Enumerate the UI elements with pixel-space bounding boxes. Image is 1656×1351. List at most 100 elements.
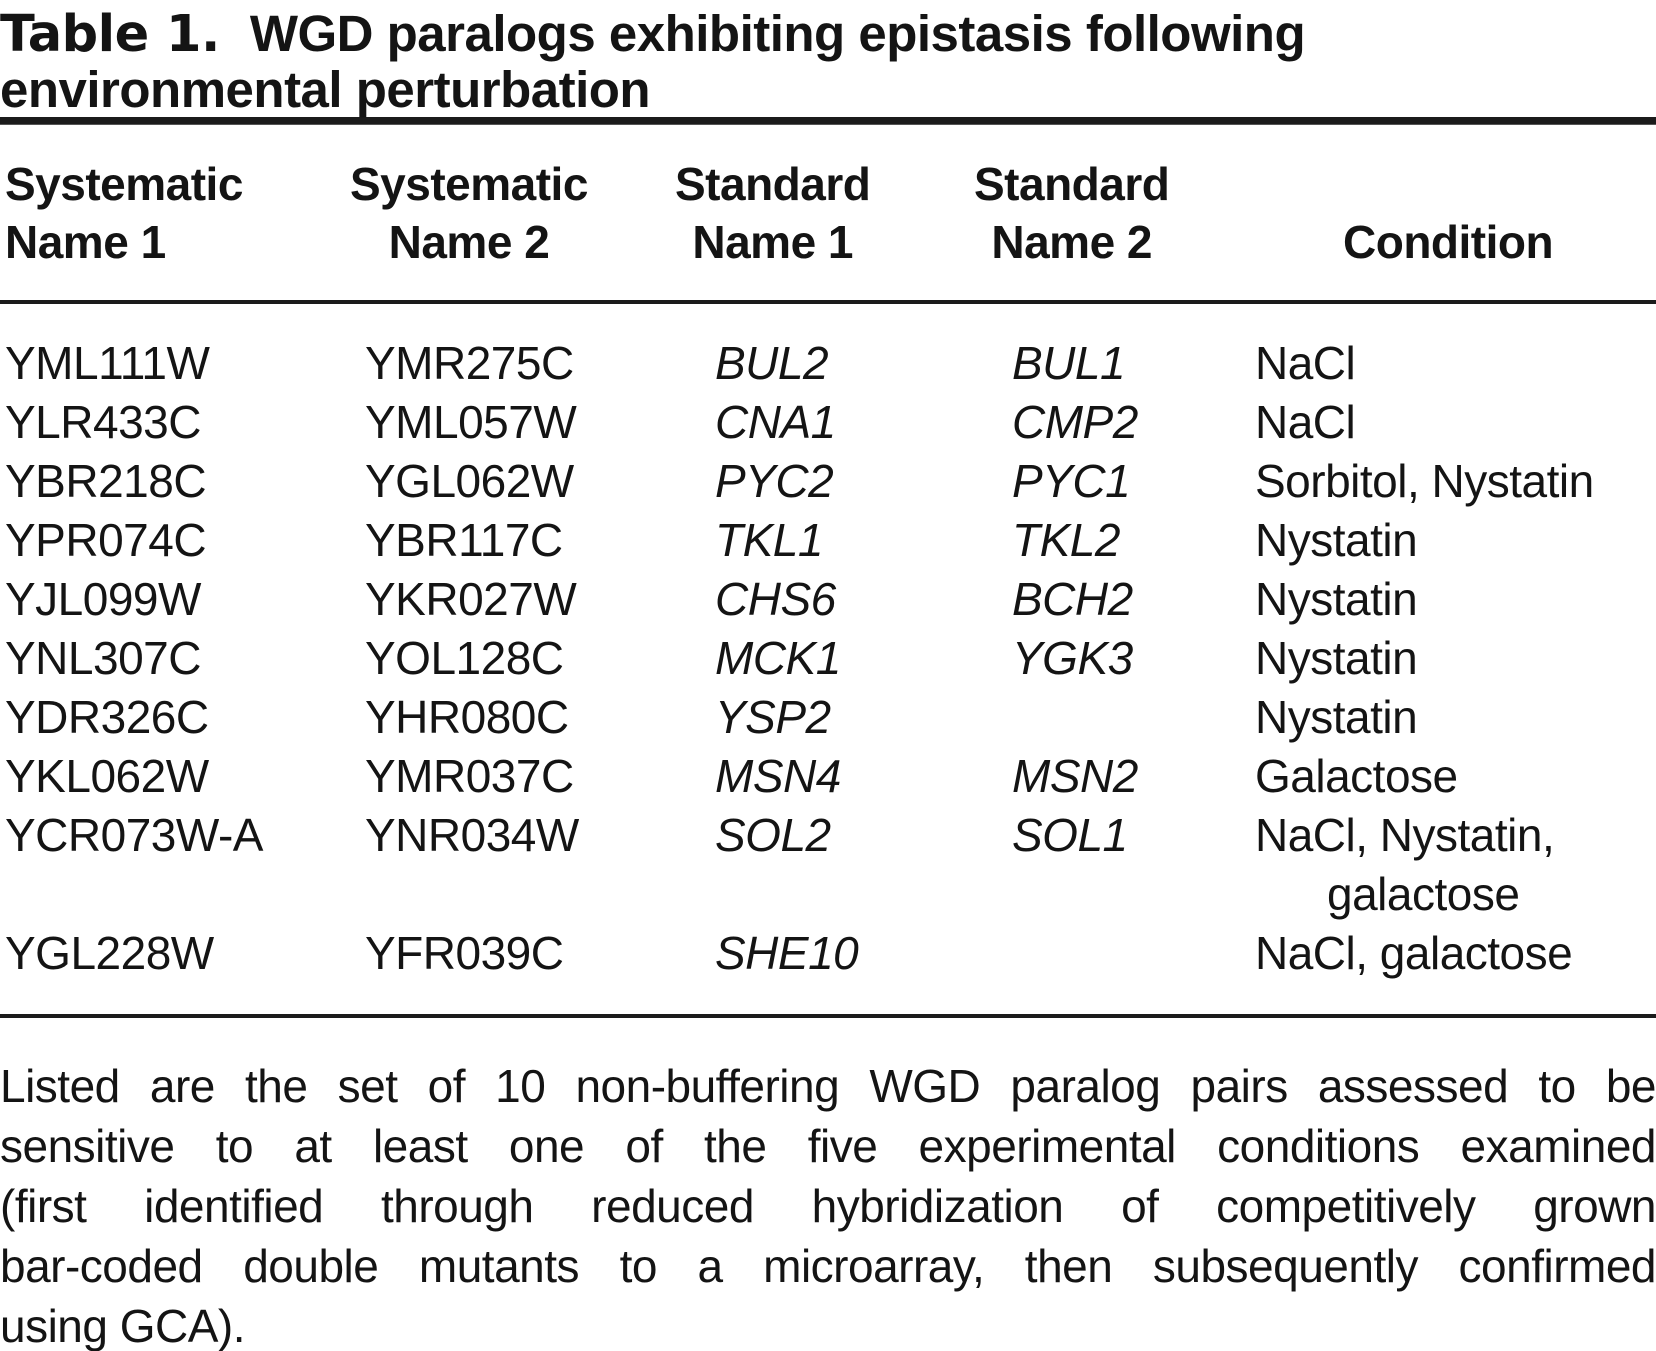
cell-systematic-name-2: YOL128C — [365, 632, 564, 684]
cell-systematic-name-2: YKR027W — [365, 573, 577, 625]
condition-text: Sorbitol, Nystatin — [1255, 455, 1594, 507]
header-line: Standard — [974, 158, 1170, 210]
cell-standard-name-1: CNA1 — [715, 396, 836, 448]
cell-condition: Nystatin — [1255, 570, 1656, 629]
caption-line: (first identified through reduced hybrid… — [0, 1180, 1656, 1232]
cell-systematic-name-1: YLR433C — [5, 396, 201, 448]
table-title-line2: environmental perturbation — [0, 61, 651, 118]
cell-standard-name-2: PYC1 — [1012, 455, 1131, 507]
table-row: YNL307C YOL128C MCK1 YGK3 Nystatin — [0, 629, 1656, 688]
caption-line: sensitive to at least one of the five ex… — [0, 1120, 1656, 1172]
cell-systematic-name-1: YJL099W — [5, 573, 201, 625]
column-header-systematic-name-1: Systematic Name 1 — [5, 155, 365, 271]
header-line: Systematic — [350, 158, 588, 210]
condition-wrap-text: galactose — [1327, 868, 1520, 920]
cell-systematic-name-2: YBR117C — [365, 514, 563, 566]
condition-text: NaCl, galactose — [1255, 927, 1573, 979]
cell-systematic-name-1: YML111W — [5, 337, 210, 389]
header-rule — [0, 300, 1656, 304]
table-title-line1: WGD paralogs exhibiting epistasis follow… — [249, 5, 1306, 62]
condition-text: NaCl, Nystatin, — [1255, 809, 1555, 861]
cell-standard-name-2: MSN2 — [1012, 750, 1138, 802]
cell-systematic-name-2: YGL062W — [365, 455, 574, 507]
table-row: YJL099W YKR027W CHS6 BCH2 Nystatin — [0, 570, 1656, 629]
cell-standard-name-2: YGK3 — [1012, 632, 1133, 684]
cell-condition: Nystatin — [1255, 511, 1656, 570]
cell-systematic-name-2: YNR034W — [365, 809, 579, 861]
cell-standard-name-2: CMP2 — [1012, 396, 1138, 448]
column-header-condition: Condition — [1255, 155, 1656, 271]
cell-condition: Nystatin — [1255, 629, 1656, 688]
table-row: YKL062W YMR037C MSN4 MSN2 Galactose — [0, 747, 1656, 806]
table-body: YML111W YMR275C BUL2 BUL1 NaCl YLR433C Y… — [0, 304, 1656, 983]
cell-standard-name-2: BUL1 — [1012, 337, 1126, 389]
cell-standard-name-1: MCK1 — [715, 632, 841, 684]
condition-text: Nystatin — [1255, 514, 1418, 566]
cell-standard-name-1: PYC2 — [715, 455, 834, 507]
cell-condition: Nystatin — [1255, 688, 1656, 747]
cell-systematic-name-1: YGL228W — [5, 927, 214, 979]
condition-text: Nystatin — [1255, 691, 1418, 743]
table-row: YLR433C YML057W CNA1 CMP2 NaCl — [0, 393, 1656, 452]
header-text-block: Standard Name 1 — [675, 155, 871, 271]
cell-systematic-name-2: YMR275C — [365, 337, 574, 389]
table-row: YML111W YMR275C BUL2 BUL1 NaCl — [0, 334, 1656, 393]
cell-condition: Galactose — [1255, 747, 1656, 806]
cell-systematic-name-2: YFR039C — [365, 927, 564, 979]
table-caption: Listed are the set of 10 non-buffering W… — [0, 1056, 1656, 1351]
cell-standard-name-1: SHE10 — [715, 927, 859, 979]
header-line: Systematic — [5, 158, 243, 210]
cell-systematic-name-1: YDR326C — [5, 691, 209, 743]
cell-standard-name-2: SOL1 — [1012, 809, 1128, 861]
cell-condition: NaCl — [1255, 334, 1656, 393]
cell-standard-name-1: MSN4 — [715, 750, 841, 802]
top-rule — [0, 117, 1656, 125]
caption-line: using GCA). — [0, 1300, 246, 1351]
cell-standard-name-1: YSP2 — [715, 691, 831, 743]
cell-condition: NaCl, Nystatin, galactose — [1255, 806, 1656, 924]
header-line: Name 1 — [5, 216, 166, 268]
cell-systematic-name-2: YML057W — [365, 396, 577, 448]
cell-condition: NaCl — [1255, 393, 1656, 452]
table-number-label: Table 1. — [0, 5, 220, 64]
condition-text: Nystatin — [1255, 632, 1418, 684]
cell-standard-name-1: CHS6 — [715, 573, 836, 625]
cell-systematic-name-2: YHR080C — [365, 691, 569, 743]
cell-standard-name-1: TKL1 — [715, 514, 823, 566]
condition-text: Nystatin — [1255, 573, 1418, 625]
header-text-block: Standard Name 2 — [974, 155, 1170, 271]
cell-condition: Sorbitol, Nystatin — [1255, 452, 1656, 511]
header-line: Condition — [1343, 216, 1554, 268]
header-line: Name 1 — [692, 216, 854, 268]
cell-standard-name-1: SOL2 — [715, 809, 831, 861]
column-header-standard-name-2: Standard Name 2 — [974, 155, 1255, 271]
column-header-systematic-name-2: Systematic Name 2 — [350, 155, 715, 271]
condition-text: NaCl — [1255, 396, 1356, 448]
cell-systematic-name-1: YPR074C — [5, 514, 207, 566]
bottom-rule — [0, 1014, 1656, 1018]
cell-condition: NaCl, galactose — [1255, 924, 1656, 983]
caption-line: bar-coded double mutants to a microarray… — [0, 1240, 1656, 1292]
cell-standard-name-2 — [1012, 924, 1255, 983]
cell-standard-name-2: BCH2 — [1012, 573, 1133, 625]
cell-standard-name-1: BUL2 — [715, 337, 829, 389]
condition-text: Galactose — [1255, 750, 1458, 802]
header-text-block: Systematic Name 2 — [350, 155, 588, 271]
header-line: Name 2 — [991, 216, 1153, 268]
table-heading-line1: Table 1. WGD paralogs exhibiting epistasi… — [0, 6, 1656, 62]
table-row: YGL228W YFR039C SHE10 NaCl, galactose — [0, 924, 1656, 983]
condition-text: NaCl — [1255, 337, 1356, 389]
table-header-row: Systematic Name 1 Systematic Name 2 Stan… — [0, 125, 1656, 271]
header-line: Name 2 — [388, 216, 550, 268]
table-row: YPR074C YBR117C TKL1 TKL2 Nystatin — [0, 511, 1656, 570]
cell-systematic-name-1: YNL307C — [5, 632, 201, 684]
cell-systematic-name-1: YBR218C — [5, 455, 207, 507]
cell-standard-name-2 — [1012, 688, 1255, 747]
table-row: YDR326C YHR080C YSP2 Nystatin — [0, 688, 1656, 747]
table-row: YBR218C YGL062W PYC2 PYC1 Sorbitol, Nyst… — [0, 452, 1656, 511]
cell-systematic-name-1: YKL062W — [5, 750, 209, 802]
cell-standard-name-2: TKL2 — [1012, 514, 1120, 566]
header-line: Standard — [675, 158, 871, 210]
cell-systematic-name-2: YMR037C — [365, 750, 574, 802]
